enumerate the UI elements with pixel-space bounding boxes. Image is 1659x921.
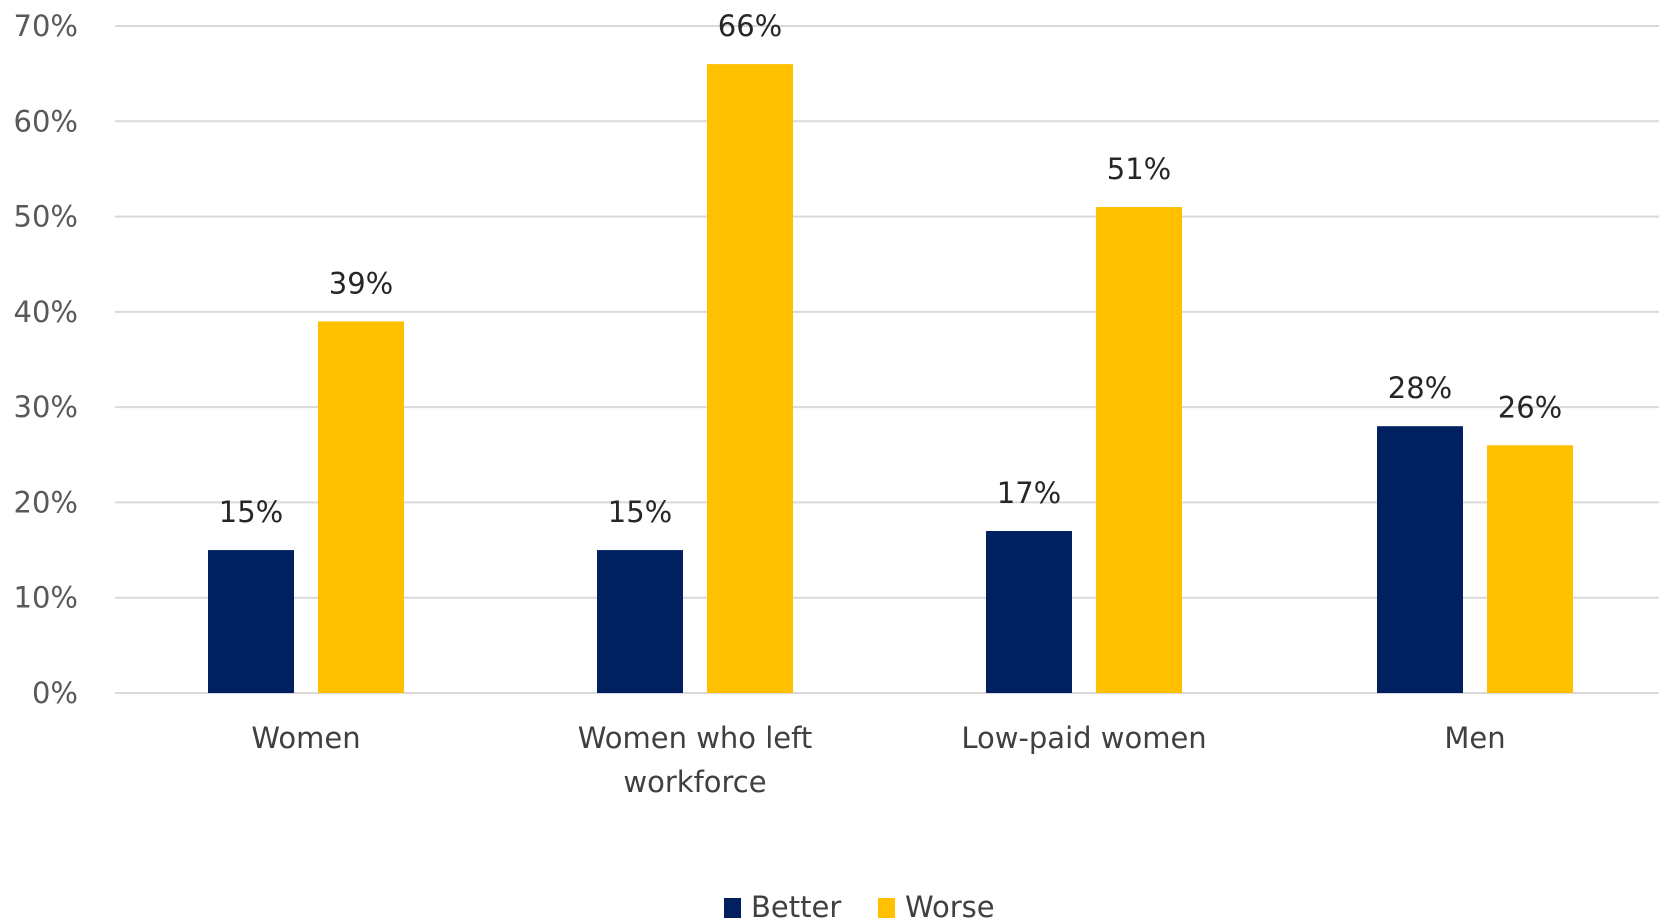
- data-label-better-3: 28%: [1388, 371, 1452, 405]
- data-label-worse-1: 66%: [718, 9, 782, 43]
- data-label-better-1: 15%: [608, 495, 672, 529]
- data-label-better-2: 17%: [997, 476, 1061, 510]
- bar-better-1: [597, 550, 683, 693]
- bar-worse-0: [318, 321, 404, 693]
- y-tick-label-70: 70%: [14, 9, 78, 43]
- category-label-0: Women: [251, 721, 360, 755]
- legend-swatch-better: [724, 898, 741, 918]
- y-tick-label-10: 10%: [14, 581, 78, 615]
- data-label-worse-0: 39%: [329, 266, 393, 300]
- y-tick-label-0: 0%: [32, 676, 78, 710]
- y-tick-label-40: 40%: [14, 295, 78, 329]
- bar-better-0: [208, 550, 294, 693]
- legend-swatch-worse: [878, 898, 895, 918]
- category-label-2: Low-paid women: [961, 721, 1206, 755]
- data-labels: 15% 15% 17% 28% 39% 66% 51% 26%: [219, 9, 1562, 529]
- legend: Better Worse: [724, 890, 995, 921]
- bar-worse-1: [707, 64, 793, 694]
- x-axis-category-labels: Women Women who left workforce Low-paid wom…: [251, 721, 1505, 799]
- data-label-worse-3: 26%: [1498, 390, 1562, 424]
- y-tick-label-60: 60%: [14, 104, 78, 138]
- bar-better-3: [1377, 426, 1463, 693]
- y-tick-label-20: 20%: [14, 485, 78, 519]
- bar-worse-2: [1096, 207, 1182, 694]
- bar-better-2: [986, 531, 1072, 693]
- bar-worse-3: [1487, 445, 1573, 693]
- legend-label-worse: Worse: [905, 890, 995, 921]
- y-tick-label-50: 50%: [14, 200, 78, 234]
- legend-label-better: Better: [751, 890, 841, 921]
- y-axis-tick-labels: 0% 10% 20% 30% 40% 50% 60% 70%: [14, 9, 78, 710]
- data-label-worse-2: 51%: [1107, 152, 1171, 186]
- data-label-better-0: 15%: [219, 495, 283, 529]
- category-label-1: Women who left workforce: [578, 721, 812, 799]
- bars: [208, 64, 1573, 694]
- category-label-3: Men: [1444, 721, 1505, 755]
- y-tick-label-30: 30%: [14, 390, 78, 424]
